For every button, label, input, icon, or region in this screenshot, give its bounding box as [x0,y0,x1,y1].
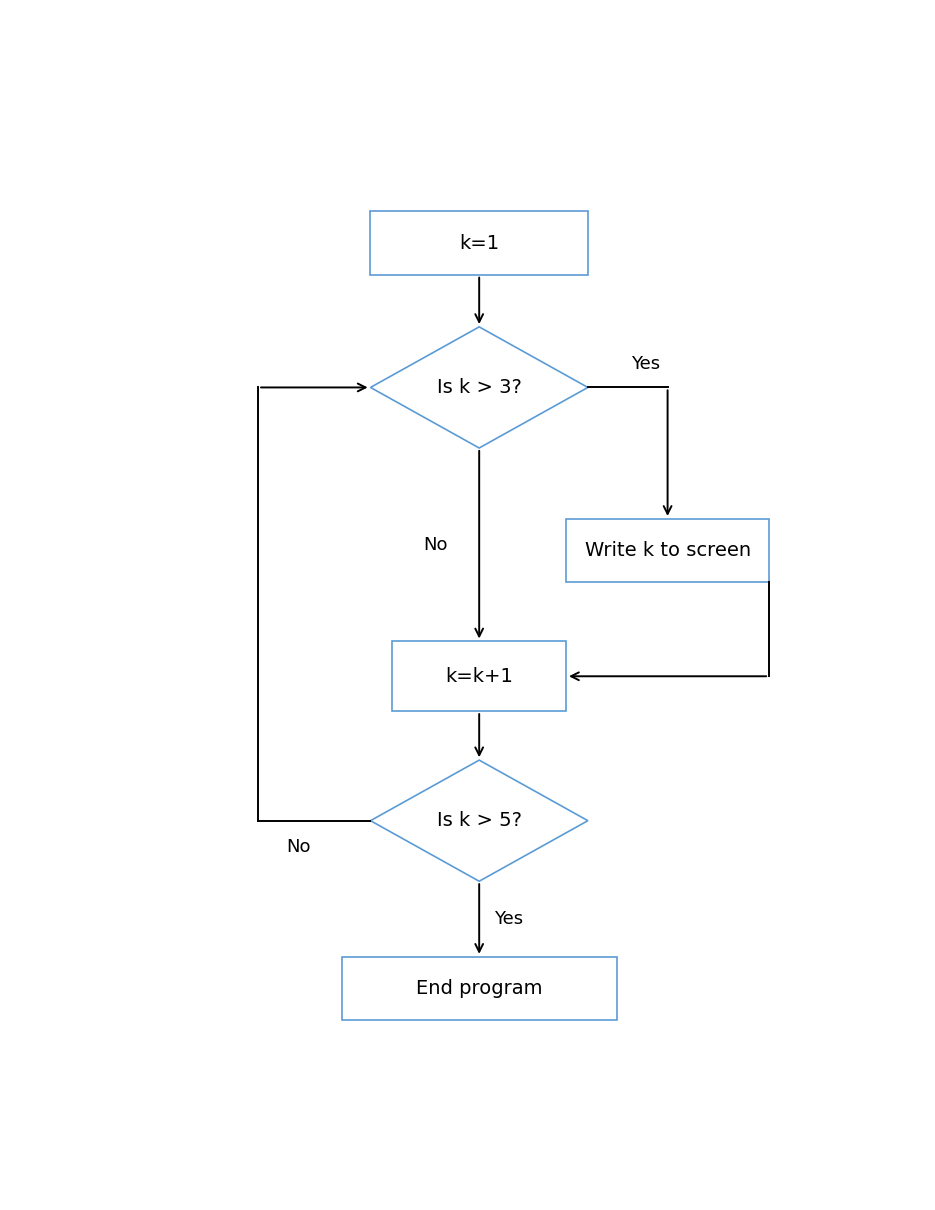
Text: No: No [424,536,448,554]
Text: Is k > 5?: Is k > 5? [437,811,522,830]
Text: Is k > 3?: Is k > 3? [437,378,522,397]
FancyBboxPatch shape [341,957,617,1020]
Text: k=k+1: k=k+1 [445,667,513,686]
Text: Write k to screen: Write k to screen [584,541,751,560]
Text: Yes: Yes [494,910,523,928]
Text: Yes: Yes [631,356,660,373]
FancyBboxPatch shape [566,519,769,582]
Polygon shape [370,327,588,448]
FancyBboxPatch shape [370,212,588,275]
Text: End program: End program [416,979,542,998]
Text: No: No [286,837,310,855]
FancyBboxPatch shape [393,641,566,711]
Polygon shape [370,760,588,881]
Text: k=1: k=1 [459,234,499,253]
